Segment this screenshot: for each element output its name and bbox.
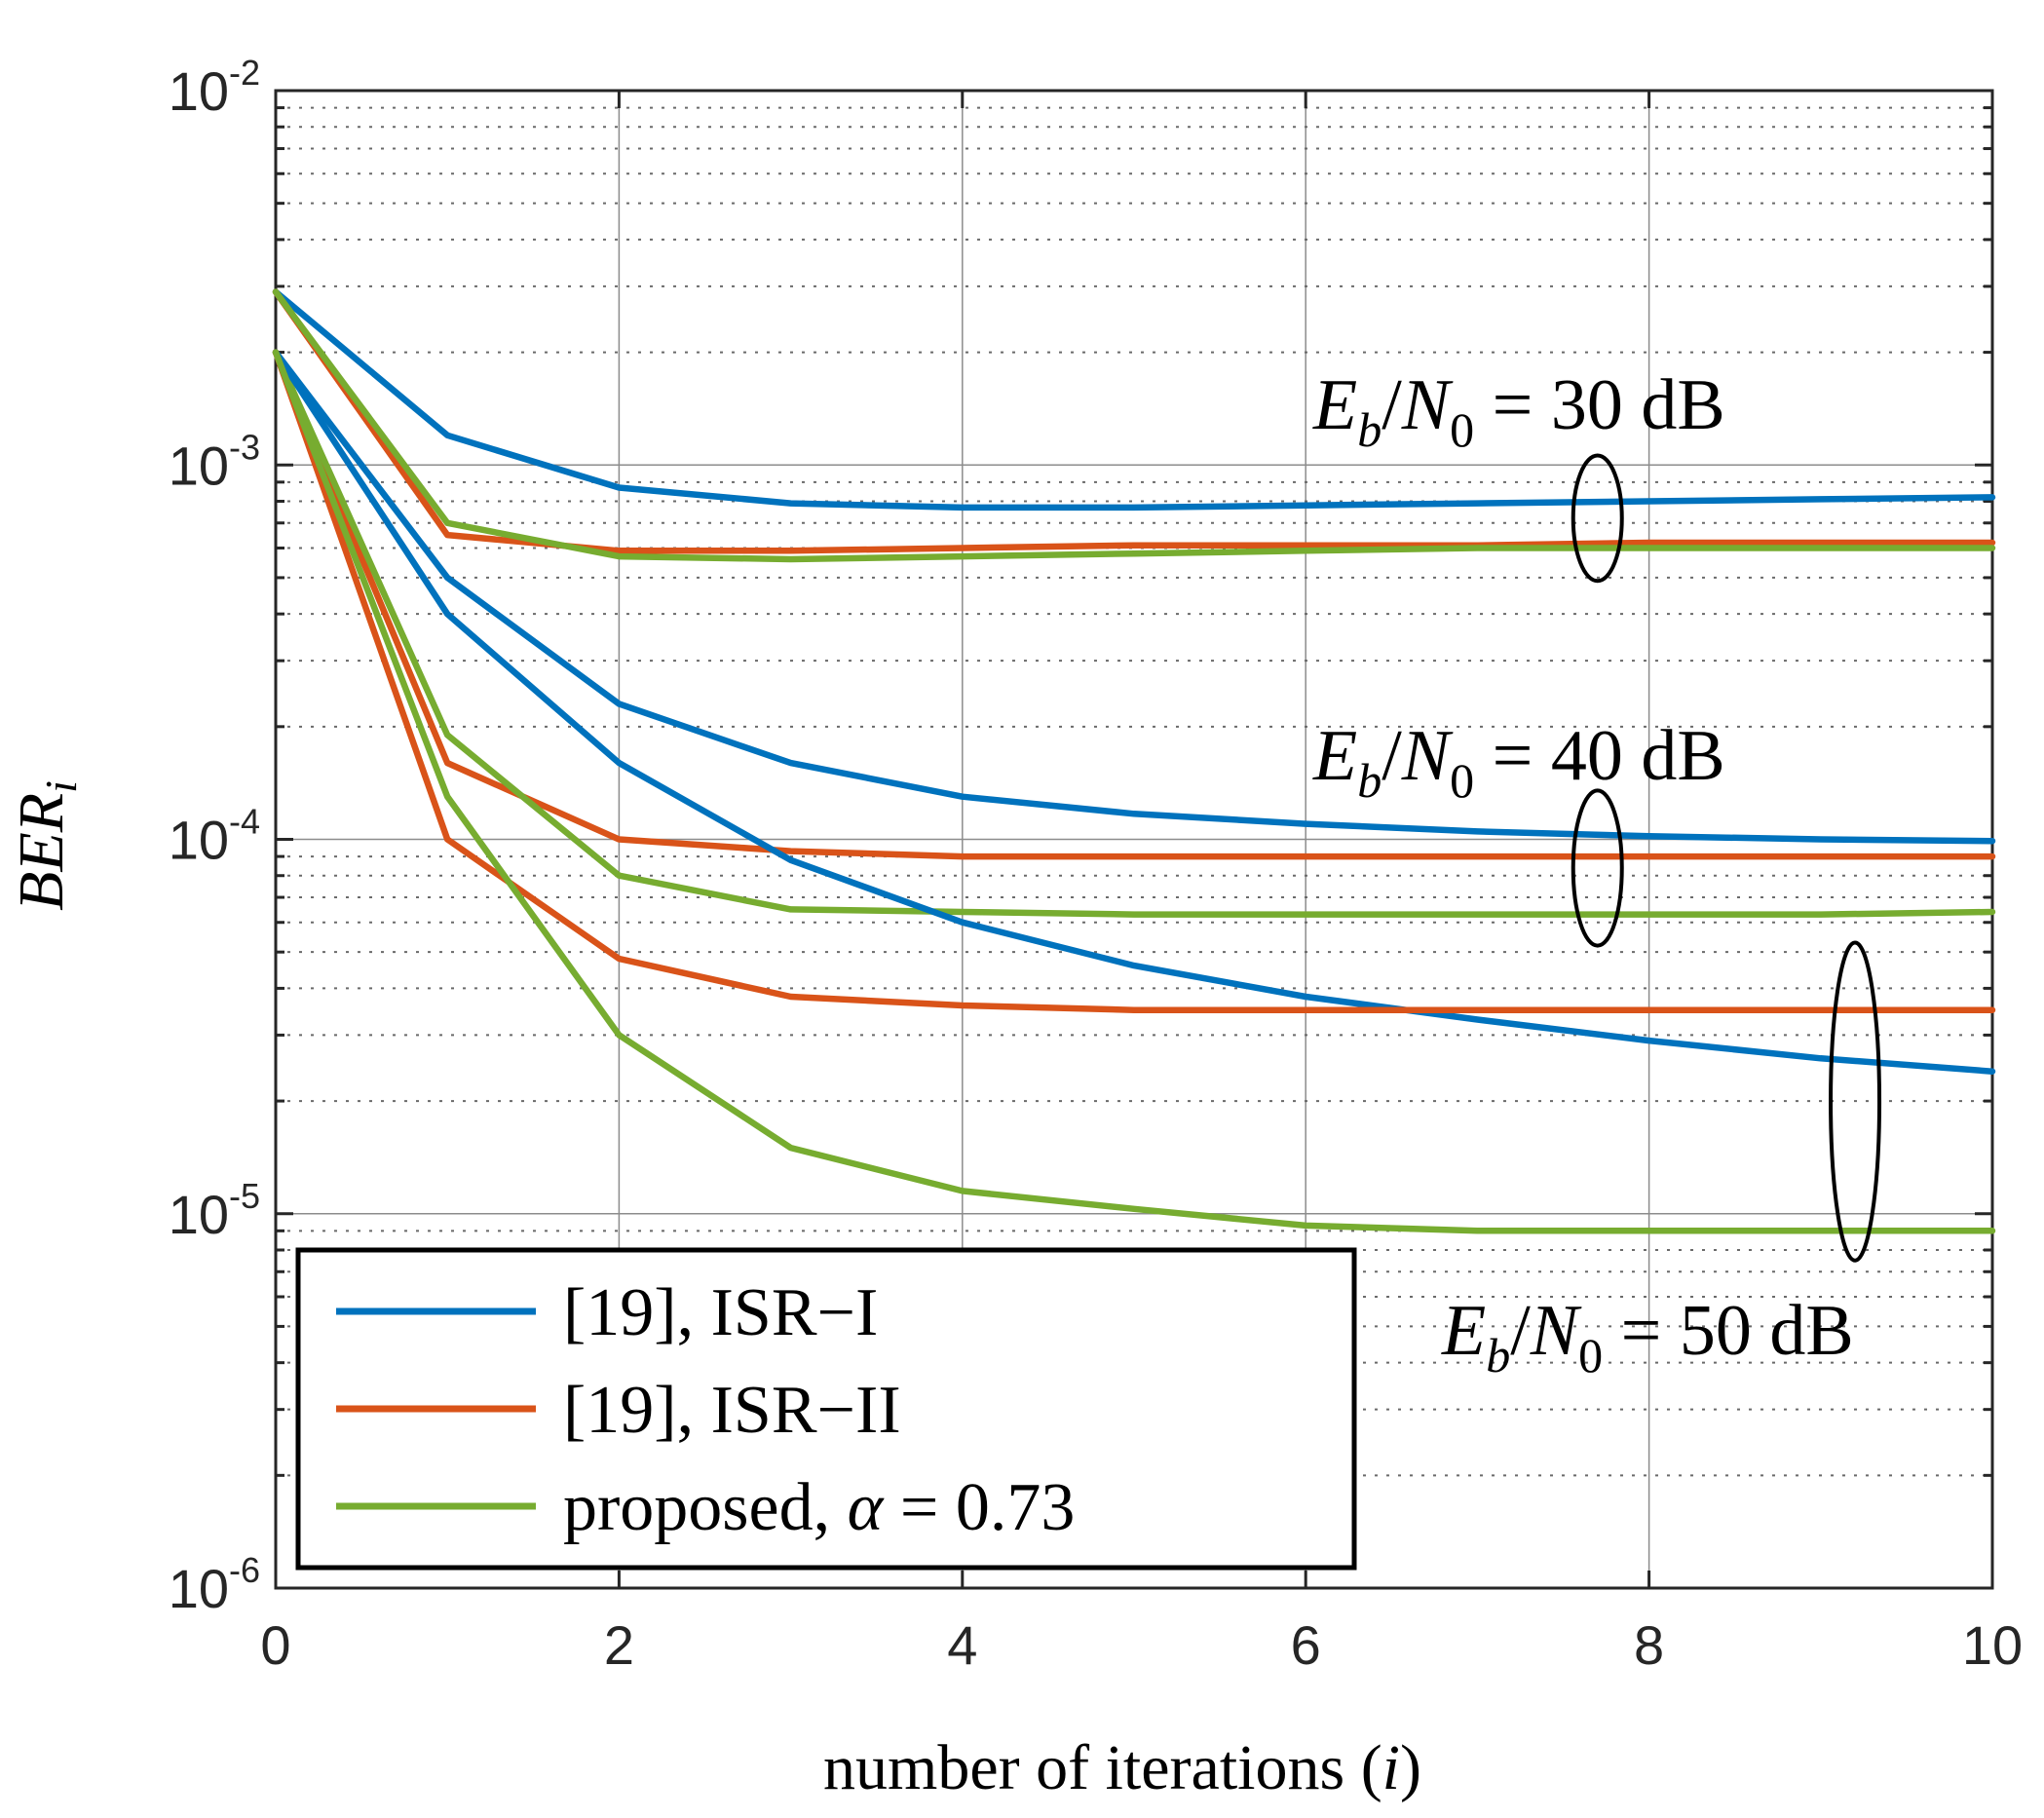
annotation-ellipse-50db [1829,940,1882,1263]
annotation-n-sub: 0 [1578,1328,1603,1382]
y-tick-label-exponent: -4 [229,802,260,842]
legend-label-isr1: [19], ISR−I [563,1275,878,1350]
x-tick-label: 0 [260,1614,290,1676]
annotation-n: N [1401,365,1454,445]
annotation-ellipse-30db [1571,453,1624,584]
annotation-e: E [1312,365,1357,445]
annotation-label-30db: Eb/N0 = 30 dB [1312,365,1725,457]
x-tick-label: 6 [1291,1614,1321,1676]
series-lines [272,288,1996,1234]
annotation-slash: / [1510,1291,1531,1371]
y-tick-label-base: 10 [169,1184,229,1245]
y-axis-title-main: BER [6,793,77,911]
y-tick-label-exponent: -5 [229,1176,260,1216]
legend-label-proposed: proposed, α = 0.73 [563,1470,1075,1545]
y-axis-title-sub: i [36,780,86,793]
annotation-slash: / [1382,716,1402,796]
x-tick-label: 2 [604,1614,634,1676]
series-line-isr1-50 [272,349,1996,1075]
legend-label-proposed-var: α [848,1470,885,1545]
annotation-n-sub: 0 [1450,753,1474,808]
annotation-value: = 50 dB [1603,1291,1854,1371]
series-line-isr1-30 [272,288,1996,511]
x-axis-title-text: number of iterations [823,1732,1344,1803]
x-tick-label: 10 [1962,1614,2023,1676]
series-line-isr2-40 [272,349,1996,860]
x-axis-title-var: i [1382,1732,1400,1803]
annotation-n: N [1401,716,1454,796]
legend-label-isr2: [19], ISR−II [563,1373,901,1448]
y-tick-label: 10-2 [169,53,260,122]
annotation-e-sub: b [1357,402,1382,457]
legend-label-proposed-prefix: proposed, [563,1470,830,1545]
annotation-value: = 40 dB [1474,716,1725,796]
y-tick-label: 10-5 [169,1176,260,1245]
annotation-e-sub: b [1486,1328,1510,1382]
y-tick-label: 10-3 [169,427,260,496]
annotation-label-50db: Eb/N0 = 50 dB [1441,1291,1854,1382]
y-tick-label-exponent: -3 [229,427,260,467]
annotation-n-sub: 0 [1450,402,1474,457]
y-tick-label: 10-4 [169,802,260,871]
y-tick-label-base: 10 [169,1558,229,1619]
series-line-prop-50 [272,349,1996,1234]
y-tick-label: 10-6 [169,1550,260,1619]
x-tick-labels: 0 2 4 6 8 10 [260,1614,2023,1676]
x-axis-title: number of iterations (i) [823,1732,1421,1803]
series-line-isr1-40 [272,349,1996,845]
series-line-prop-40 [272,349,1996,918]
y-tick-labels: 10-210-310-410-510-6 [169,53,260,1619]
y-tick-label-exponent: -2 [229,53,260,93]
annotation-e: E [1312,716,1357,796]
y-tick-label-base: 10 [169,435,229,496]
annotation-e-sub: b [1357,753,1382,808]
y-axis-title: BERi [6,780,86,911]
x-tick-label: 4 [947,1614,977,1676]
y-tick-label-base: 10 [169,60,229,122]
legend: [19], ISR−I [19], ISR−II proposed, α = 0… [295,1247,1357,1571]
y-tick-label-exponent: -6 [229,1550,260,1590]
annotation-label-40db: Eb/N0 = 40 dB [1312,716,1725,808]
series-line-isr2-50 [272,349,1996,1013]
legend-label-proposed-suffix: = 0.73 [900,1470,1075,1545]
annotation-ellipse-40db [1571,788,1624,948]
x-tick-label: 8 [1634,1614,1664,1676]
annotation-n: N [1530,1291,1582,1371]
series-line-prop-30 [272,288,1996,563]
annotation-e: E [1441,1291,1486,1371]
y-tick-label-base: 10 [169,810,229,871]
annotation-value: = 30 dB [1474,365,1725,445]
annotation-slash: / [1382,365,1402,445]
axis-ticks [274,89,1994,1590]
